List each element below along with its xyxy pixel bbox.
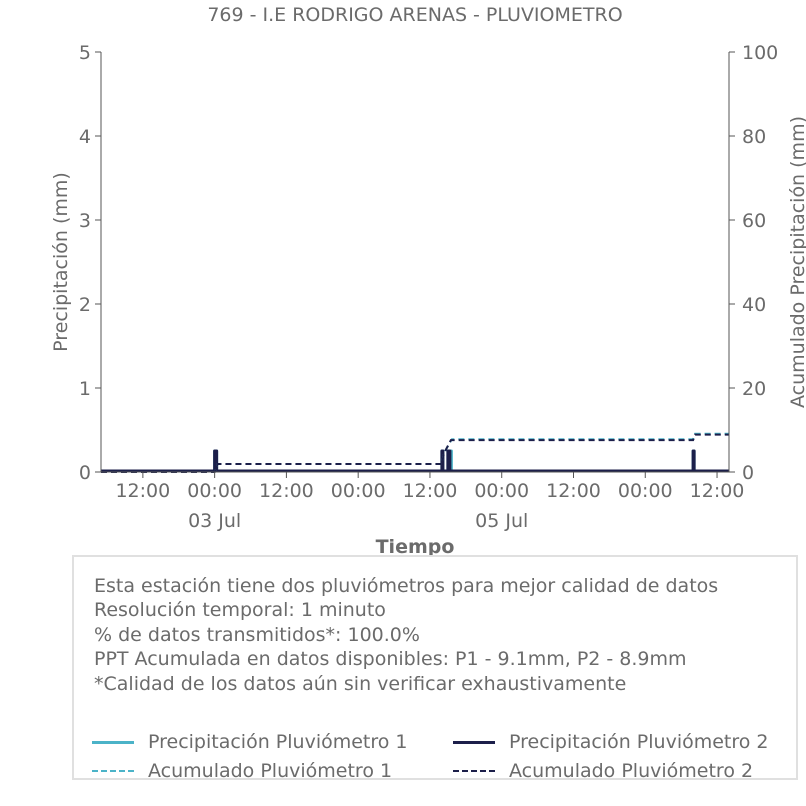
x-tick-label: 00:00 [618, 480, 673, 502]
x-tick-label: 00:00 [331, 480, 386, 502]
legend-swatch-p1 [92, 740, 134, 744]
x-tick-label: 12:00 [690, 480, 745, 502]
info-line-quality-note: *Calidad de los datos aún sin verificar … [94, 672, 627, 695]
cumulative-line-1 [101, 432, 729, 473]
cumulative-line-2 [101, 433, 729, 473]
y-tick-label: 2 [79, 294, 91, 316]
y-tick-label: 4 [79, 126, 91, 148]
x-tick-label: 12:00 [259, 480, 314, 502]
legend-label-p1: Precipitación Pluviómetro 1 [148, 731, 408, 753]
y2-tick-label: 20 [742, 378, 766, 400]
info-line-transmitted: % de datos transmitidos*: 100.0% [94, 623, 420, 646]
info-line-stations: Esta estación tiene dos pluviómetros par… [94, 575, 719, 597]
legend-item-p2: Precipitación Pluviómetro 2 [453, 731, 769, 753]
y2-tick-label: 60 [742, 210, 766, 232]
legend-swatch-p2 [453, 740, 495, 744]
x-date-label: 05 Jul [475, 510, 528, 532]
y2-tick-label: 100 [742, 42, 778, 64]
legend-item-p1: Precipitación Pluviómetro 1 [92, 731, 408, 753]
x-date-label: 03 Jul [188, 510, 241, 532]
info-panel: Esta estación tiene dos pluviómetros par… [72, 555, 798, 782]
y2-axis-label: Acumulado Precipitación (mm) [787, 116, 806, 408]
legend-item-a2: Acumulado Pluviómetro 2 [453, 760, 753, 782]
x-tick-label: 12:00 [403, 480, 458, 502]
y-axis-label: Precipitación (mm) [50, 172, 72, 352]
y2-tick-label: 0 [742, 462, 754, 484]
y-tick-label: 3 [79, 210, 91, 232]
legend-swatch-a2 [453, 770, 495, 772]
x-tick-label: 12:00 [546, 480, 601, 502]
x-tick-label: 12:00 [115, 480, 170, 502]
y2-tick-label: 80 [742, 126, 766, 148]
x-tick-label: 00:00 [187, 480, 242, 502]
x-tick-label: 00:00 [474, 480, 529, 502]
y-tick-label: 5 [79, 42, 91, 64]
chart-title: 769 - I.E RODRIGO ARENAS - PLUVIOMETRO [207, 4, 622, 26]
y-tick-label: 0 [79, 462, 91, 484]
legend-label-a1: Acumulado Pluviómetro 1 [148, 760, 393, 782]
legend-swatch-a1 [92, 770, 134, 772]
rainfall-chart: 769 - I.E RODRIGO ARENAS - PLUVIOMETRO 0… [50, 4, 806, 558]
info-line-accumulated: PPT Acumulada en datos disponibles: P1 -… [94, 648, 687, 671]
plot-area [101, 432, 729, 473]
x-axis-label: Tiempo [376, 536, 455, 558]
legend-label-p2: Precipitación Pluviómetro 2 [509, 731, 769, 753]
legend-item-a1: Acumulado Pluviómetro 1 [92, 760, 392, 782]
y2-tick-label: 40 [742, 294, 766, 316]
legend-label-a2: Acumulado Pluviómetro 2 [509, 760, 754, 782]
axes: 0 1 2 3 4 5 0 20 40 60 80 100 12:00 00:00 03 Jul 12:00 0… [79, 42, 778, 532]
info-line-resolution: Resolución temporal: 1 minuto [94, 599, 386, 622]
y-tick-label: 1 [79, 378, 91, 400]
